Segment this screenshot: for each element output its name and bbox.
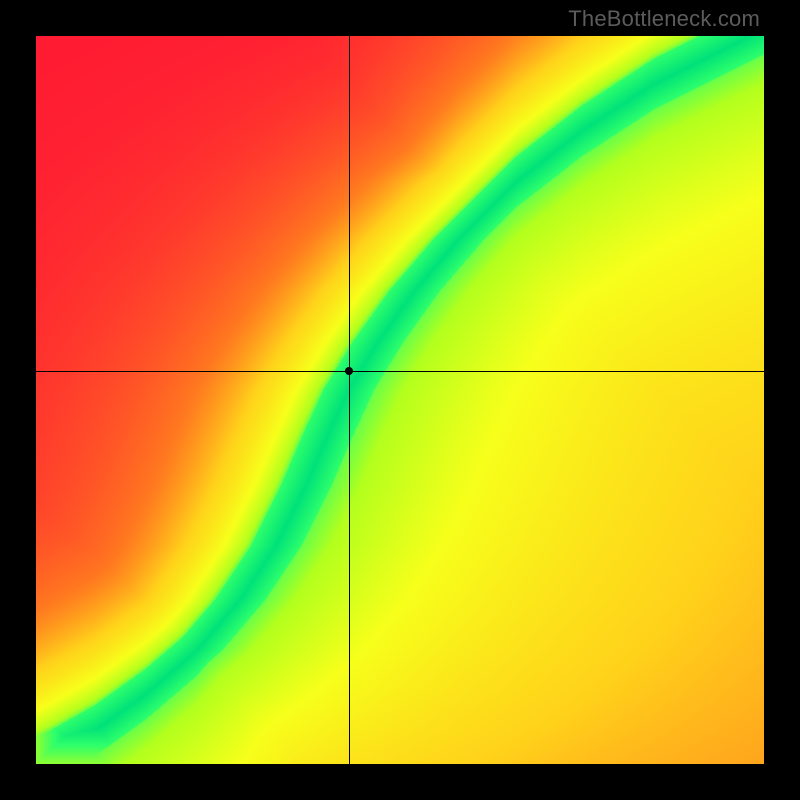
selection-marker	[345, 367, 353, 375]
bottleneck-heatmap	[36, 36, 764, 764]
crosshair-horizontal	[36, 371, 764, 372]
crosshair-vertical	[349, 36, 350, 764]
heatmap-canvas	[36, 36, 764, 764]
watermark-text: TheBottleneck.com	[568, 6, 760, 32]
